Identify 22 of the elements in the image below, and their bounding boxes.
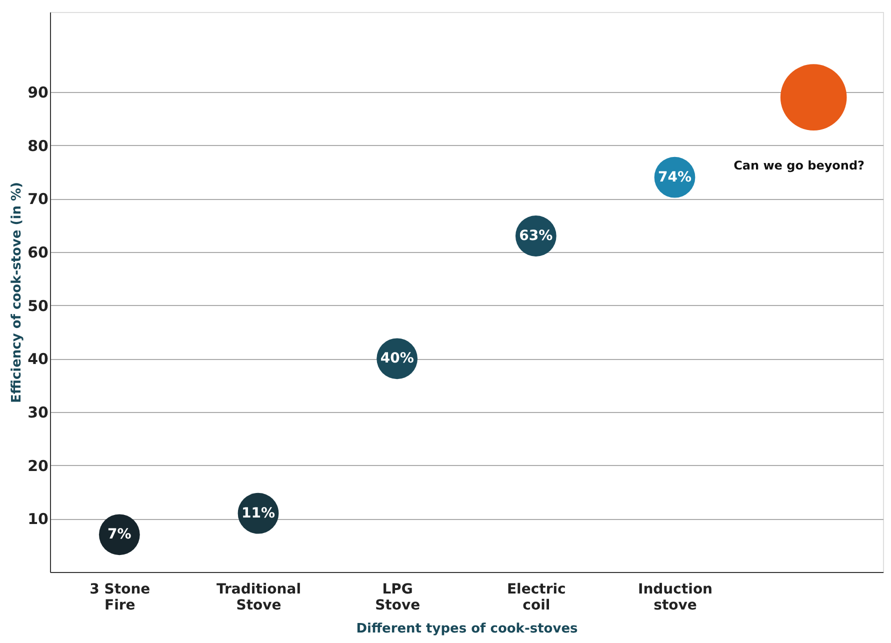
data-label: 7% [108, 526, 132, 543]
annotation: Can we go beyond? [734, 158, 865, 172]
x-tick-label: 3 Stone Fire [90, 582, 150, 614]
x-tick-label: LPG Stove [375, 582, 420, 614]
y-tick-label: 50 [28, 296, 48, 315]
data-label: 63% [519, 228, 553, 244]
y-tick-label: 40 [28, 350, 48, 368]
y-tick-label: 70 [28, 190, 48, 208]
y-tick-label: 10 [28, 510, 48, 528]
x-tick-label: Electric coil [506, 582, 566, 614]
data-label: 11% [241, 505, 276, 522]
y-tick-label: 30 [28, 404, 48, 422]
y-tick-label: 90 [28, 84, 48, 102]
y-tick-label: 60 [28, 244, 48, 262]
x-tick-label: Traditional Stove [216, 582, 302, 614]
x-axis-title: Different types of cook-stoves [356, 622, 578, 636]
y-axis-title: Efficiency of cook-stove (in %) [10, 182, 25, 403]
x-tick-label: Induction stove [638, 582, 713, 614]
data-label: 40% [380, 350, 414, 367]
data-label: 74% [658, 169, 692, 186]
y-tick-label: 80 [28, 136, 48, 155]
y-tick-label: 20 [28, 456, 48, 475]
